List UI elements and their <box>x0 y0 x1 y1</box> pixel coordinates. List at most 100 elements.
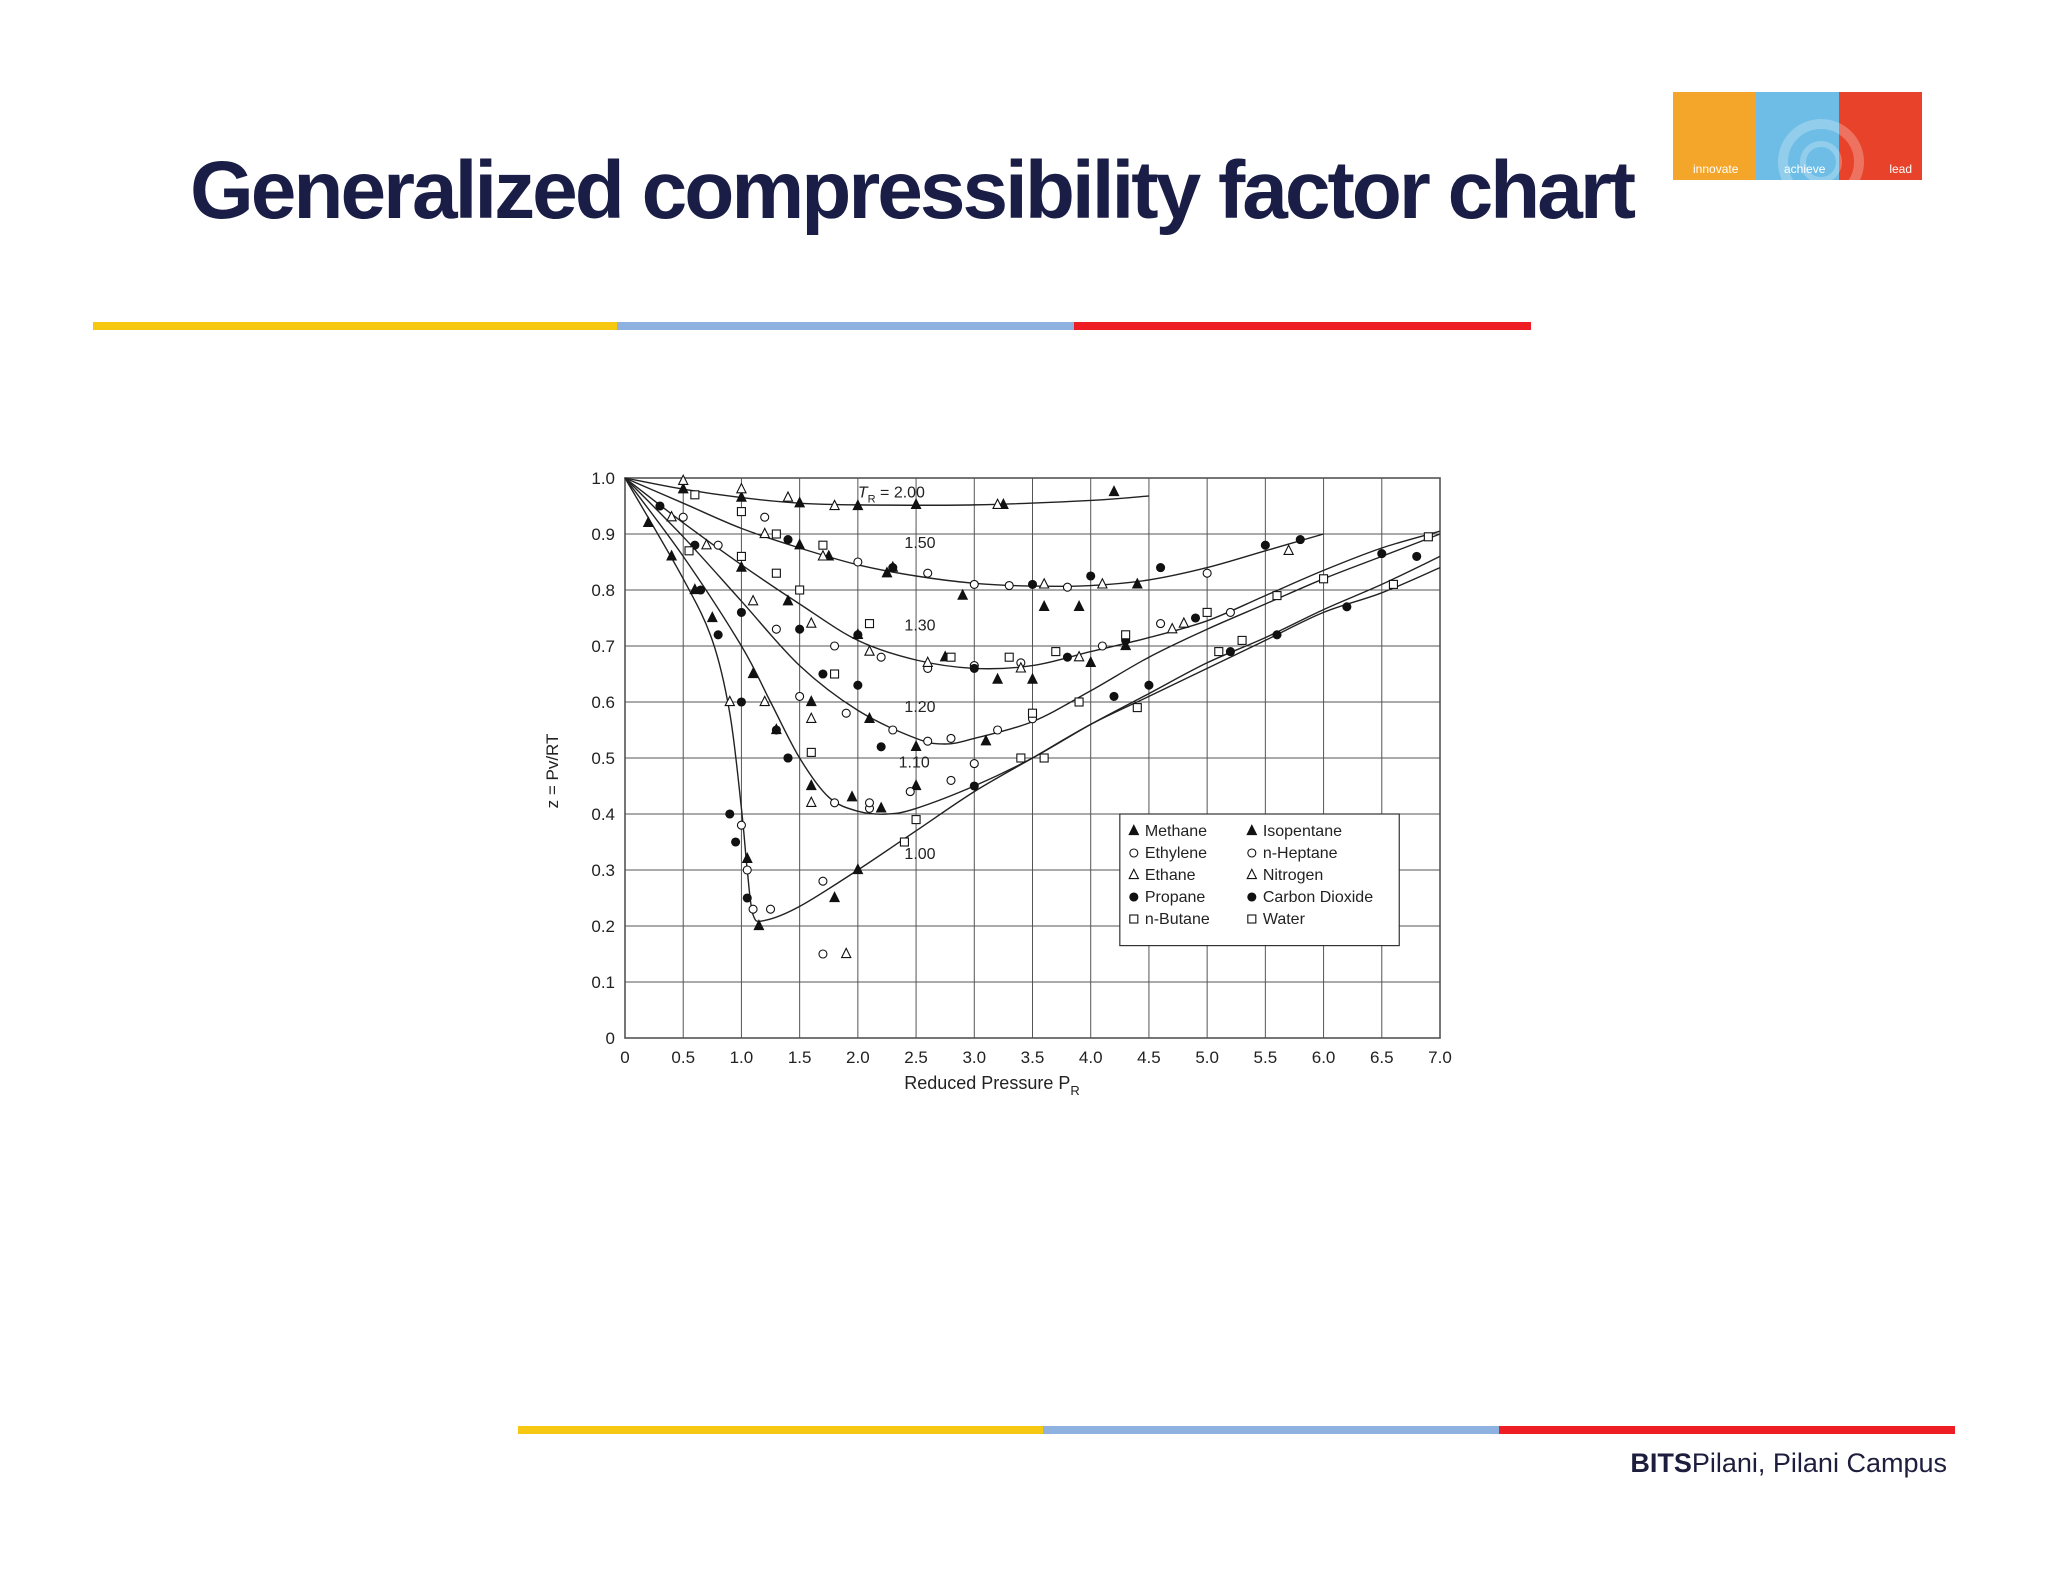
bottom-color-rule <box>518 1426 1955 1434</box>
curve-label: 1.30 <box>904 617 935 634</box>
isotherm-curve <box>624 477 1441 923</box>
data-point-open-circle <box>1062 582 1072 592</box>
data-point-filled-circle <box>1295 535 1305 545</box>
data-point-open-triangle <box>677 473 689 485</box>
data-point-filled-circle <box>1272 630 1282 640</box>
svg-text:z = Pv/RT: z = Pv/RT <box>543 734 562 809</box>
data-point-open-square <box>771 568 781 578</box>
data-point-filled-circle <box>725 809 735 819</box>
data-point-open-triangle <box>840 947 852 959</box>
data-point-open-circle <box>1225 607 1235 617</box>
data-point-open-circle <box>946 775 956 785</box>
data-point-filled-circle <box>783 535 793 545</box>
data-point-open-circle <box>993 725 1003 735</box>
legend-box <box>1119 813 1400 947</box>
data-point-filled-triangle <box>753 919 765 931</box>
data-point-open-square <box>1027 708 1038 718</box>
data-point-open-triangle <box>817 549 829 561</box>
data-point-open-square <box>1319 574 1329 584</box>
y-tick-label: 0 <box>606 1029 615 1048</box>
data-point-filled-circle <box>771 725 781 735</box>
data-point-filled-circle <box>1027 579 1038 589</box>
data-point-open-circle <box>841 708 851 718</box>
data-point-filled-triangle <box>1073 599 1085 611</box>
data-point-filled-triangle <box>794 538 806 550</box>
data-point-open-square <box>1202 607 1212 617</box>
data-point-filled-circle <box>818 669 828 679</box>
data-point-open-square <box>830 669 840 679</box>
x-tick-label: 3.0 <box>962 1048 986 1067</box>
university-logo: innovate achieve lead <box>1673 92 1922 180</box>
data-point-filled-circle <box>736 697 746 707</box>
data-point-filled-circle <box>1225 647 1235 657</box>
data-point-open-circle <box>742 865 752 875</box>
data-point-open-circle <box>923 736 933 746</box>
data-point-filled-triangle <box>1120 639 1132 651</box>
x-axis-label: Reduced Pressure PR <box>904 1073 1079 1098</box>
data-point-filled-triangle <box>829 891 841 903</box>
data-point-open-triangle <box>829 499 841 511</box>
curve-label: 1.20 <box>904 699 935 716</box>
logo-segment-lead: lead <box>1839 92 1922 180</box>
data-point-open-circle <box>830 641 840 651</box>
data-point-open-square <box>1121 630 1131 640</box>
legend: Methane Isopentane Ethylene n-Heptane Ethane… <box>1119 813 1400 947</box>
legend-marker-open-circle <box>1129 848 1139 858</box>
logo-segment-innovate: innovate <box>1673 92 1756 180</box>
data-point-filled-circle <box>795 624 805 634</box>
data-point-open-circle <box>760 512 770 522</box>
data-point-filled-triangle <box>642 515 654 527</box>
data-point-open-triangle <box>1073 650 1085 662</box>
x-tick-label: 4.5 <box>1137 1048 1161 1067</box>
legend-marker-open-square <box>1129 914 1139 924</box>
logo-segment-achieve: achieve <box>1756 92 1839 180</box>
data-point-open-circle <box>1202 568 1212 578</box>
y-tick-label: 0.9 <box>591 525 615 544</box>
data-point-open-circle <box>888 725 898 735</box>
data-point-filled-triangle <box>735 490 747 502</box>
top-color-rule <box>93 322 1531 330</box>
data-point-open-circle <box>818 949 828 959</box>
x-tick-label: 7.0 <box>1428 1048 1452 1067</box>
data-point-filled-circle <box>1086 571 1096 581</box>
gear-icon <box>1778 119 1864 180</box>
data-point-filled-triangle <box>1108 485 1120 497</box>
data-point-filled-triangle <box>910 739 922 751</box>
y-tick-label: 0.8 <box>591 581 615 600</box>
data-point-filled-triangle <box>875 801 887 813</box>
data-point-filled-circle <box>783 753 793 763</box>
data-point-open-circle <box>1097 641 1107 651</box>
data-point-open-triangle <box>1166 622 1178 634</box>
data-point-open-triangle <box>701 538 712 550</box>
data-point-open-square <box>899 837 909 847</box>
data-point-open-triangle <box>805 616 817 628</box>
data-point-filled-triangle <box>864 711 875 723</box>
legend-marker-open-triangle <box>1128 868 1140 880</box>
legend-marker-filled-circle <box>1129 892 1139 902</box>
data-point-filled-triangle <box>706 611 718 623</box>
x-tick-label: 3.5 <box>1021 1048 1045 1067</box>
curve-label: 1.00 <box>904 846 935 863</box>
data-point-open-triangle <box>1015 661 1027 673</box>
legend-marker-open-circle <box>1247 848 1257 858</box>
data-point-filled-circle <box>736 607 746 617</box>
isotherm-curve <box>624 477 1441 670</box>
curve-labels: TR = 2.00 1.50 1.30 1.20 1.10 1.00 <box>858 485 936 863</box>
x-tick-label: 6.5 <box>1370 1048 1394 1067</box>
data-point-open-square <box>795 585 805 595</box>
legend-entry-label: Methane <box>1145 823 1207 840</box>
data-point-filled-triangle <box>1038 599 1050 611</box>
data-point-filled-circle <box>742 893 752 903</box>
data-point-open-circle <box>923 568 933 578</box>
data-point-open-square <box>864 619 875 629</box>
data-point-filled-circle <box>1156 563 1166 573</box>
data-point-open-circle <box>736 820 746 830</box>
legend-entry-label: Carbon Dioxide <box>1263 889 1373 906</box>
data-point-open-triangle <box>864 644 875 656</box>
y-tick-label: 0.2 <box>591 917 615 936</box>
data-point-filled-circle <box>655 501 665 511</box>
data-point-open-triangle <box>805 795 817 807</box>
data-point-open-circle <box>876 652 886 662</box>
data-point-filled-triangle <box>846 790 858 802</box>
data-point-open-square <box>1074 697 1084 707</box>
